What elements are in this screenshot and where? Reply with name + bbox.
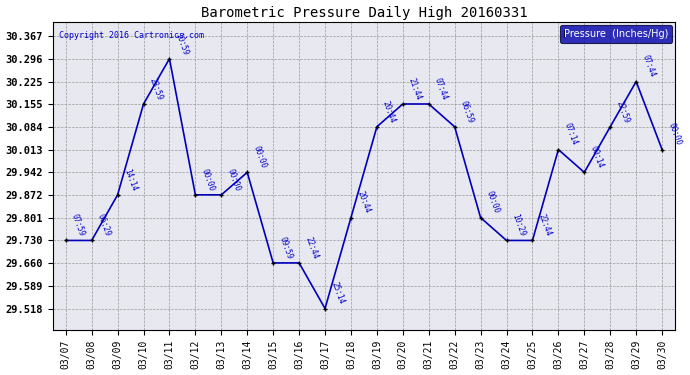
Text: 00:00: 00:00 bbox=[226, 167, 241, 192]
Point bbox=[293, 260, 304, 266]
Text: 22:44: 22:44 bbox=[537, 213, 553, 238]
Point bbox=[475, 214, 486, 220]
Point bbox=[319, 306, 331, 312]
Text: 22:44: 22:44 bbox=[304, 236, 319, 260]
Text: 00:00: 00:00 bbox=[199, 167, 216, 192]
Text: 07:44: 07:44 bbox=[640, 54, 657, 79]
Text: 07:44: 07:44 bbox=[433, 76, 449, 101]
Text: 09:59: 09:59 bbox=[277, 236, 294, 260]
Point bbox=[423, 101, 434, 107]
Point bbox=[579, 170, 590, 176]
Point bbox=[268, 260, 279, 266]
Text: 10:29: 10:29 bbox=[511, 213, 527, 238]
Text: 14:14: 14:14 bbox=[121, 167, 138, 192]
Legend: Pressure  (Inches/Hg): Pressure (Inches/Hg) bbox=[560, 25, 672, 43]
Point bbox=[604, 124, 615, 130]
Text: 06:29: 06:29 bbox=[96, 213, 112, 238]
Text: 07:14: 07:14 bbox=[562, 122, 579, 147]
Text: 00:14: 00:14 bbox=[589, 145, 605, 170]
Text: 07:59: 07:59 bbox=[70, 213, 86, 238]
Point bbox=[216, 192, 227, 198]
Point bbox=[631, 78, 642, 84]
Point bbox=[86, 237, 97, 243]
Text: 00:00: 00:00 bbox=[251, 145, 268, 170]
Text: 06:59: 06:59 bbox=[459, 99, 475, 124]
Point bbox=[371, 124, 382, 130]
Point bbox=[112, 192, 123, 198]
Point bbox=[241, 170, 253, 176]
Text: 10:59: 10:59 bbox=[174, 31, 190, 56]
Text: 25:14: 25:14 bbox=[329, 281, 346, 306]
Point bbox=[60, 237, 71, 243]
Point bbox=[449, 124, 460, 130]
Point bbox=[397, 101, 408, 107]
Text: 21:44: 21:44 bbox=[407, 76, 424, 101]
Point bbox=[527, 237, 538, 243]
Point bbox=[190, 192, 201, 198]
Point bbox=[164, 56, 175, 62]
Title: Barometric Pressure Daily High 20160331: Barometric Pressure Daily High 20160331 bbox=[201, 6, 527, 20]
Text: 00:00: 00:00 bbox=[485, 190, 501, 215]
Text: 23:59: 23:59 bbox=[148, 76, 164, 101]
Point bbox=[346, 214, 357, 220]
Text: Copyright 2016 Cartronics.com: Copyright 2016 Cartronics.com bbox=[59, 32, 204, 40]
Text: 22:59: 22:59 bbox=[614, 99, 631, 124]
Text: 20:44: 20:44 bbox=[381, 99, 397, 124]
Point bbox=[138, 101, 149, 107]
Point bbox=[553, 147, 564, 153]
Text: 00:00: 00:00 bbox=[667, 122, 682, 147]
Text: 20:44: 20:44 bbox=[355, 190, 371, 215]
Point bbox=[501, 237, 512, 243]
Point bbox=[657, 147, 668, 153]
